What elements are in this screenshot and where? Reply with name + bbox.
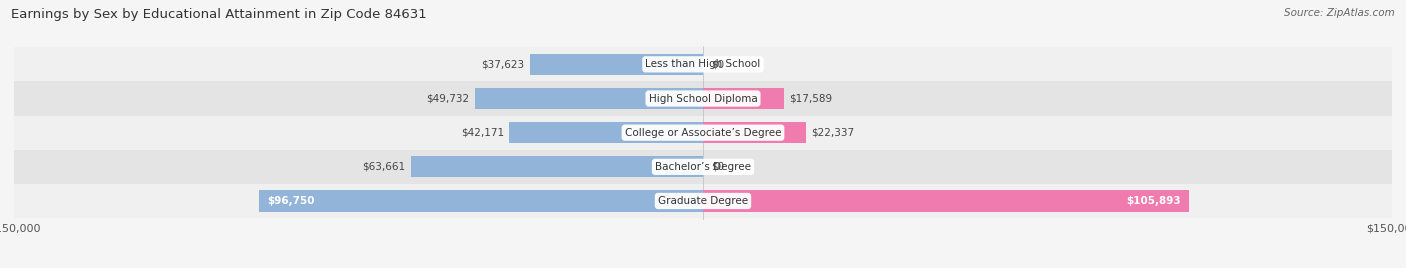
Bar — [14, 184, 1392, 218]
Text: Graduate Degree: Graduate Degree — [658, 196, 748, 206]
Bar — [703, 190, 1189, 211]
Bar — [703, 88, 783, 109]
Text: $96,750: $96,750 — [267, 196, 315, 206]
Text: $63,661: $63,661 — [361, 162, 405, 172]
Bar — [259, 190, 703, 211]
Bar — [411, 156, 703, 177]
Text: $17,589: $17,589 — [789, 94, 832, 103]
Text: Earnings by Sex by Educational Attainment in Zip Code 84631: Earnings by Sex by Educational Attainmen… — [11, 8, 427, 21]
Bar — [14, 47, 1392, 81]
Text: Bachelor’s Degree: Bachelor’s Degree — [655, 162, 751, 172]
Bar — [530, 54, 703, 75]
Bar — [703, 122, 806, 143]
Bar — [509, 122, 703, 143]
Text: Less than High School: Less than High School — [645, 59, 761, 69]
Bar — [14, 116, 1392, 150]
Text: $37,623: $37,623 — [482, 59, 524, 69]
Text: College or Associate’s Degree: College or Associate’s Degree — [624, 128, 782, 138]
Bar — [14, 81, 1392, 116]
Text: $42,171: $42,171 — [461, 128, 503, 138]
Text: $49,732: $49,732 — [426, 94, 470, 103]
Text: $0: $0 — [711, 162, 724, 172]
Bar — [475, 88, 703, 109]
Bar — [14, 150, 1392, 184]
Text: $22,337: $22,337 — [811, 128, 855, 138]
Text: $105,893: $105,893 — [1126, 196, 1181, 206]
Text: Source: ZipAtlas.com: Source: ZipAtlas.com — [1284, 8, 1395, 18]
Text: $0: $0 — [711, 59, 724, 69]
Text: High School Diploma: High School Diploma — [648, 94, 758, 103]
